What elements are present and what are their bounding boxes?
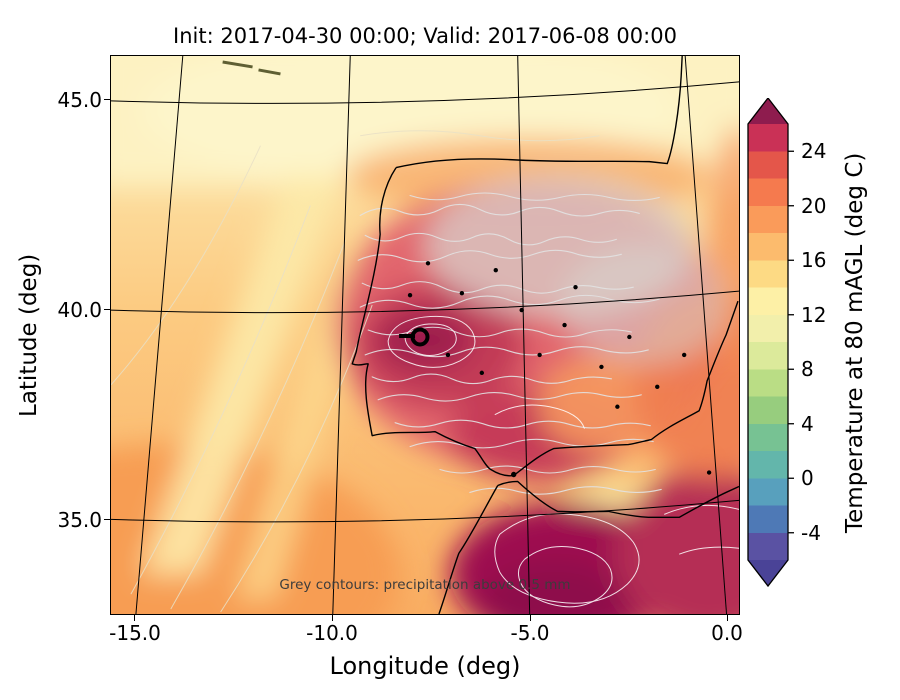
colorbar-body [748,124,788,560]
colorbar-tick-label: 16 [801,248,827,272]
plot-title: Init: 2017-04-30 00:00; Valid: 2017-06-0… [173,24,677,48]
colorbar-over-arrow [748,98,788,124]
colorbar-tick-label: 20 [801,194,827,218]
colorbar-tick-label: 4 [801,412,814,436]
colorbar-tick-marks [788,150,794,534]
precipitation-contours [357,192,662,495]
y-tick-mark [104,519,110,521]
y-tick-mark [104,309,110,311]
colorbar-outline [747,96,789,588]
white-contour-loops [387,315,739,608]
temperature-colorbar: 24 20 16 12 8 4 0 -4 [745,96,895,598]
colorbar-tick-label: 24 [801,139,827,163]
city-dots [407,261,712,475]
x-tick-mark [530,615,532,621]
colorbar-graphic [747,96,794,588]
x-tick-label: -10.0 [306,621,358,645]
location-marker [399,327,430,347]
coastline [351,56,739,614]
y-tick-label: 35.0 [57,508,102,532]
precip-annotation: Grey contours: precipitation above 0.5 m… [279,577,571,593]
temperature-blobs [111,56,739,614]
y-tick-mark [104,99,110,101]
map-plot-area: Grey contours: precipitation above 0.5 m… [110,55,740,615]
x-tick-label: -5.0 [510,621,550,645]
temperature-field-map [111,56,739,614]
colorbar-tick-label: 8 [801,357,814,381]
graticule-grid [111,56,739,614]
x-tick-mark [134,615,136,621]
x-tick-mark [332,615,334,621]
y-tick-label: 40.0 [57,298,102,322]
colorbar-tick-label: 0 [801,466,814,490]
x-axis-label: Longitude (deg) [329,652,521,680]
terrain-dashes [222,60,281,76]
x-tick-mark [727,615,729,621]
y-tick-label: 45.0 [57,88,102,112]
colorbar-under-arrow [748,560,788,586]
ocean-contour-lines [111,130,600,613]
y-axis-label: Latitude (deg) [16,253,42,417]
colorbar-axis-label: Temperature at 80 mAGL (deg C) [842,152,868,534]
x-tick-label: -15.0 [109,621,161,645]
colorbar-tick-label: -4 [801,521,821,545]
colorbar-tick-label: 12 [801,303,827,327]
x-tick-label: 0.0 [711,621,743,645]
